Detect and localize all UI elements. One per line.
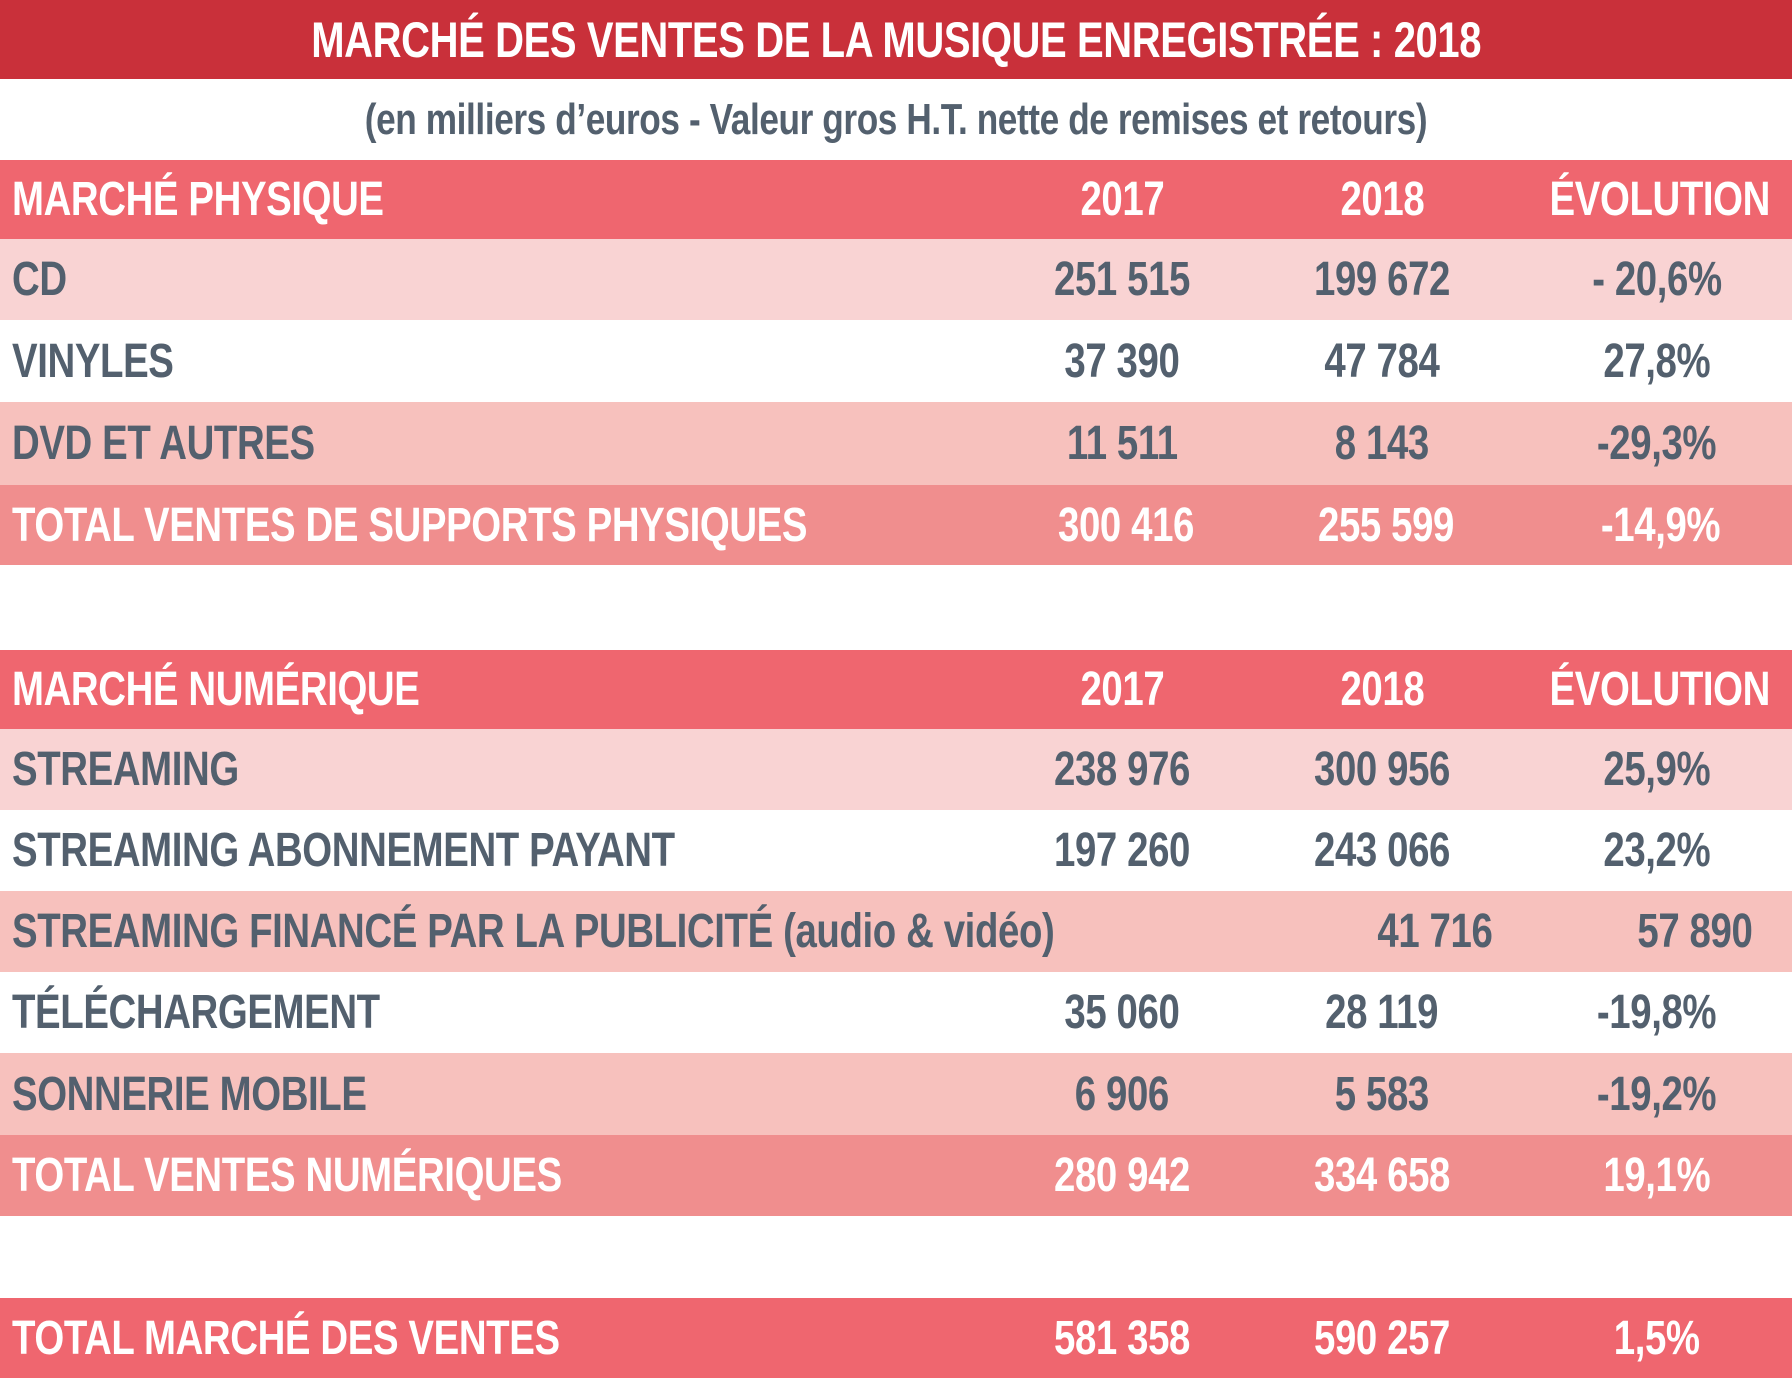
row-label: STREAMING ABONNEMENT PAYANT xyxy=(12,824,675,877)
table-row-cd: CD 251 515 199 672 - 20,6% xyxy=(0,239,1792,320)
value-2018: 243 066 xyxy=(1313,824,1450,877)
value-2018: 255 599 xyxy=(1317,498,1454,552)
value-2018: 57 890 xyxy=(1637,905,1753,958)
row-label: STREAMING FINANCÉ PAR LA PUBLICITÉ (audi… xyxy=(12,905,1055,958)
column-header-2017: 2017 xyxy=(1080,173,1164,226)
total-row-numerique: TOTAL VENTES NUMÉRIQUES 280 942 334 658 … xyxy=(0,1135,1792,1216)
row-label: TOTAL VENTES NUMÉRIQUES xyxy=(12,1149,562,1202)
value-2018: 5 583 xyxy=(1334,1067,1430,1121)
table-row-dvd: DVD ET AUTRES 11 511 8 143 -29,3% xyxy=(0,402,1792,485)
value-2017: 238 976 xyxy=(1053,743,1190,796)
row-label: STREAMING xyxy=(12,743,239,796)
value-evolution: -19,2% xyxy=(1597,1067,1717,1121)
value-2017: 197 260 xyxy=(1053,824,1190,877)
value-2018: 47 784 xyxy=(1324,334,1440,388)
subtitle: (en milliers d’euros - Valeur gros H.T. … xyxy=(364,94,1428,144)
value-2017: 300 416 xyxy=(1057,498,1194,552)
column-header-evolution: ÉVOLUTION xyxy=(1549,663,1771,716)
row-label: CD xyxy=(12,253,67,306)
row-label: TOTAL MARCHÉ DES VENTES xyxy=(12,1311,560,1365)
value-evolution: 1,5% xyxy=(1614,1311,1700,1365)
value-evolution: 27,8% xyxy=(1603,334,1711,388)
value-evolution: -14,9% xyxy=(1601,498,1721,552)
value-2018: 334 658 xyxy=(1313,1149,1450,1202)
value-evolution: 19,1% xyxy=(1603,1149,1711,1202)
table-row-sonnerie-mobile: SONNERIE MOBILE 6 906 5 583 -19,2% xyxy=(0,1053,1792,1135)
table-row-streaming-publicite: STREAMING FINANCÉ PAR LA PUBLICITÉ (audi… xyxy=(0,891,1792,972)
value-2018: 590 257 xyxy=(1313,1311,1450,1365)
grand-total-row: TOTAL MARCHÉ DES VENTES 581 358 590 257 … xyxy=(0,1298,1792,1378)
column-header-evolution: ÉVOLUTION xyxy=(1549,173,1771,226)
value-2018: 300 956 xyxy=(1313,743,1450,796)
section-spacer xyxy=(0,565,1792,650)
row-label: DVD ET AUTRES xyxy=(12,417,315,470)
section-title: MARCHÉ NUMÉRIQUE xyxy=(12,663,420,716)
section-header-numerique: MARCHÉ NUMÉRIQUE 2017 2018 ÉVOLUTION xyxy=(0,650,1792,729)
subtitle-bar: (en milliers d’euros - Valeur gros H.T. … xyxy=(0,79,1792,160)
value-2017: 11 511 xyxy=(1066,417,1178,470)
column-header-2017: 2017 xyxy=(1080,663,1164,716)
value-evolution: -19,8% xyxy=(1597,986,1717,1039)
page-title: MARCHÉ DES VENTES DE LA MUSIQUE ENREGIST… xyxy=(311,11,1481,68)
table-row-vinyles: VINYLES 37 390 47 784 27,8% xyxy=(0,320,1792,402)
value-evolution: 25,9% xyxy=(1603,743,1711,796)
row-label: TOTAL VENTES DE SUPPORTS PHYSIQUES xyxy=(12,498,808,552)
table-row-streaming: STREAMING 238 976 300 956 25,9% xyxy=(0,729,1792,810)
value-2017: 35 060 xyxy=(1064,986,1180,1039)
section-header-physique: MARCHÉ PHYSIQUE 2017 2018 ÉVOLUTION xyxy=(0,160,1792,239)
table-row-streaming-abonnement: STREAMING ABONNEMENT PAYANT 197 260 243 … xyxy=(0,810,1792,891)
value-2018: 8 143 xyxy=(1334,417,1430,470)
section-spacer xyxy=(0,1216,1792,1298)
column-header-2018: 2018 xyxy=(1340,173,1424,226)
value-evolution: -29,3% xyxy=(1597,417,1717,470)
value-2017: 251 515 xyxy=(1053,253,1190,306)
row-label: VINYLES xyxy=(12,334,174,388)
total-row-physique: TOTAL VENTES DE SUPPORTS PHYSIQUES 300 4… xyxy=(0,485,1792,565)
value-evolution: - 20,6% xyxy=(1592,253,1722,306)
section-title: MARCHÉ PHYSIQUE xyxy=(12,173,384,226)
value-2017: 581 358 xyxy=(1053,1311,1190,1365)
value-2017: 41 716 xyxy=(1377,905,1493,958)
value-2017: 280 942 xyxy=(1053,1149,1190,1202)
column-header-2018: 2018 xyxy=(1340,663,1424,716)
value-2017: 6 906 xyxy=(1074,1067,1170,1121)
value-2017: 37 390 xyxy=(1064,334,1180,388)
value-2018: 199 672 xyxy=(1313,253,1450,306)
value-2018: 28 119 xyxy=(1325,986,1439,1039)
value-evolution: 23,2% xyxy=(1603,824,1711,877)
row-label: TÉLÉCHARGEMENT xyxy=(12,986,380,1039)
title-bar: MARCHÉ DES VENTES DE LA MUSIQUE ENREGIST… xyxy=(0,0,1792,79)
table-row-telechargement: TÉLÉCHARGEMENT 35 060 28 119 -19,8% xyxy=(0,972,1792,1053)
row-label: SONNERIE MOBILE xyxy=(12,1067,367,1121)
